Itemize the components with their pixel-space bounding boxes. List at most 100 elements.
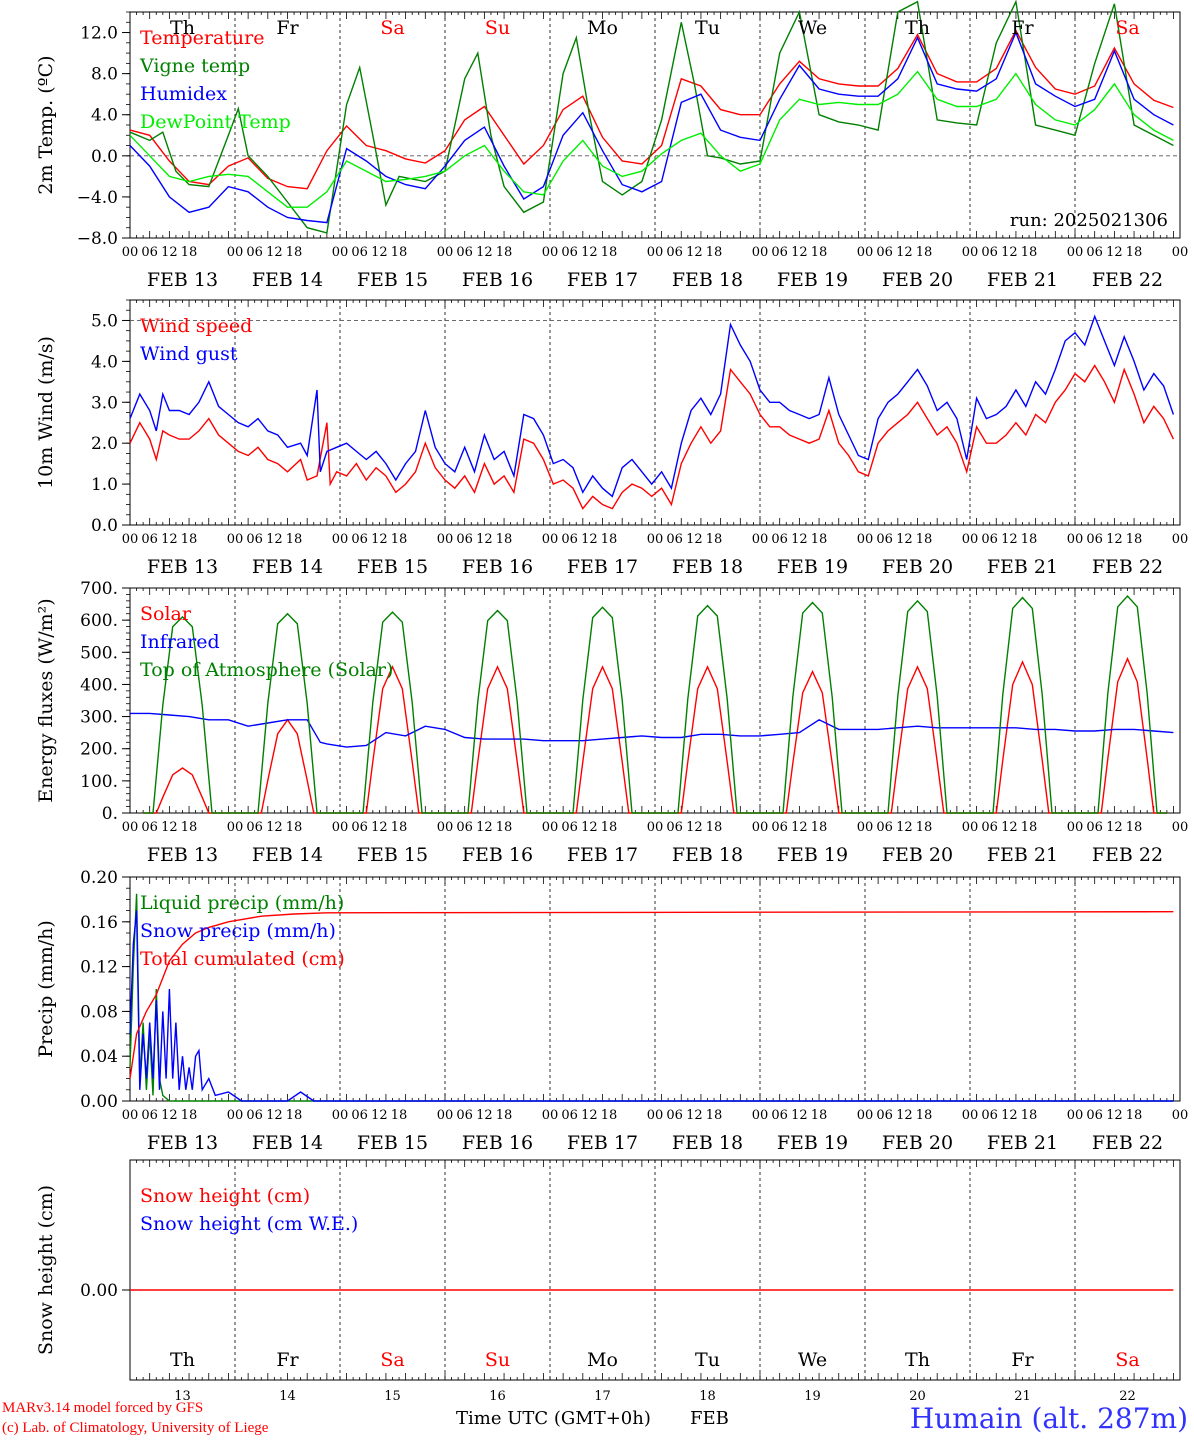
series-humidex: [129, 30, 1174, 224]
hour-tick-label: 00: [752, 1108, 769, 1123]
date-label: FEB 22: [1092, 844, 1163, 866]
hour-tick-label: 00: [962, 245, 979, 260]
hour-tick-label: 00: [647, 1108, 664, 1123]
y-tick-label: 600.: [80, 611, 118, 631]
hour-tick-label: 18: [1126, 532, 1143, 547]
hour-tick-label: 06: [351, 820, 368, 835]
hour-tick-label: 18: [1021, 820, 1038, 835]
hour-tick-label: 06: [351, 532, 368, 547]
hour-tick-label: 00: [857, 245, 874, 260]
y-tick-label: 5.0: [91, 311, 118, 331]
hour-tick-label: 18: [391, 820, 408, 835]
hour-tick-label: 12: [791, 820, 808, 835]
y-tick-label: 300.: [80, 708, 118, 728]
y-tick-label: 2.0: [91, 434, 118, 454]
hour-tick-label: 00: [752, 245, 769, 260]
hour-tick-label: 06: [771, 1108, 788, 1123]
date-label: FEB 14: [252, 556, 323, 578]
hour-tick-label: 18: [391, 1108, 408, 1123]
y-tick-label: 0.16: [80, 913, 118, 933]
date-label: FEB 21: [987, 556, 1058, 578]
hour-tick-label: 18: [391, 245, 408, 260]
hour-tick-label: 12: [371, 245, 388, 260]
y-tick-label: 12.0: [80, 24, 118, 44]
hour-tick-label: 00: [542, 532, 559, 547]
hour-tick-label: 18: [1021, 1108, 1038, 1123]
hour-tick-label: 06: [876, 532, 893, 547]
weekday-label: Fr: [1011, 17, 1034, 39]
day-number-label: 16: [489, 1389, 506, 1404]
hour-tick-label: 12: [686, 1108, 703, 1123]
legend-entry: Infrared: [140, 631, 220, 653]
hour-tick-label: 18: [286, 1108, 303, 1123]
hour-tick-label: 18: [706, 532, 723, 547]
date-label: FEB 14: [252, 844, 323, 866]
hour-tick-label: 00: [122, 1108, 139, 1123]
hour-tick-label: 00: [542, 820, 559, 835]
hour-tick-label: 06: [876, 1108, 893, 1123]
day-number-label: 22: [1119, 1389, 1136, 1404]
hour-tick-label: 06: [771, 245, 788, 260]
date-label: FEB 13: [147, 556, 218, 578]
hour-tick-label: 18: [181, 820, 198, 835]
hour-tick-label: 00: [752, 532, 769, 547]
hour-tick-label: 00: [227, 532, 244, 547]
series-temperature: [129, 28, 1174, 190]
y-tick-label: 500.: [80, 643, 118, 663]
hour-tick-label: 18: [1126, 820, 1143, 835]
hour-tick-label: 18: [286, 532, 303, 547]
hour-tick-label: 00: [1067, 532, 1084, 547]
hour-tick-label: 06: [561, 1108, 578, 1123]
date-label: FEB 18: [672, 269, 743, 291]
hour-tick-label: 18: [181, 1108, 198, 1123]
hour-tick-label: 12: [1106, 532, 1123, 547]
weekday-label: Fr: [1011, 1349, 1034, 1371]
hour-tick-label: 12: [1106, 245, 1123, 260]
y-tick-label: −4.0: [77, 188, 118, 208]
hour-tick-label: 00: [332, 245, 349, 260]
hour-tick-label: 12: [266, 532, 283, 547]
hour-tick-label: 06: [246, 245, 263, 260]
weekday-label: Sa: [1115, 17, 1139, 39]
hour-tick-label: 06: [666, 532, 683, 547]
hour-tick-label: 06: [981, 245, 998, 260]
weekday-label: Th: [905, 1349, 930, 1371]
hour-tick-label: 12: [161, 1108, 178, 1123]
y-tick-label: 0.20: [80, 868, 118, 888]
hour-tick-label: 12: [161, 532, 178, 547]
hour-tick-label: 18: [1021, 532, 1038, 547]
weekday-label: Sa: [1115, 1349, 1139, 1371]
series-total-cumulated-cm-: [129, 911, 1174, 1079]
hour-tick-label: 06: [141, 245, 158, 260]
date-label: FEB 17: [567, 269, 638, 291]
date-label: FEB 17: [567, 844, 638, 866]
legend-entry: Vigne temp: [139, 55, 250, 77]
legend-entry: Wind speed: [140, 315, 252, 337]
hour-tick-label: 00: [122, 820, 139, 835]
y-tick-label: 0.12: [80, 958, 118, 978]
date-label: FEB 21: [987, 1132, 1058, 1154]
weekday-label: Th: [905, 17, 930, 39]
hour-tick-label: 06: [561, 245, 578, 260]
hour-tick-label: 12: [896, 245, 913, 260]
hour-tick-label: 12: [1106, 820, 1123, 835]
date-label: FEB 18: [672, 1132, 743, 1154]
hour-tick-label: 06: [876, 245, 893, 260]
hour-tick-label: 12: [581, 532, 598, 547]
hour-tick-label: 18: [811, 1108, 828, 1123]
hour-tick-label: 12: [581, 1108, 598, 1123]
hour-tick-label: 18: [601, 532, 618, 547]
hour-tick-label: 18: [916, 245, 933, 260]
legend-entry: Snow height (cm W.E.): [140, 1213, 358, 1235]
run-label: run: 2025021306: [1010, 210, 1168, 231]
y-axis-label: Snow height (cm): [35, 1185, 57, 1355]
series-top-of-atmosphere-solar-: [143, 594, 1167, 814]
y-tick-label: 0.00: [80, 1281, 118, 1301]
date-label: FEB 15: [357, 844, 428, 866]
hour-tick-label: 18: [706, 820, 723, 835]
hour-tick-label: 06: [456, 245, 473, 260]
hour-tick-label: 00: [227, 245, 244, 260]
day-number-label: 13: [174, 1389, 191, 1404]
hour-tick-label: 18: [916, 820, 933, 835]
hour-tick-label: 06: [141, 532, 158, 547]
